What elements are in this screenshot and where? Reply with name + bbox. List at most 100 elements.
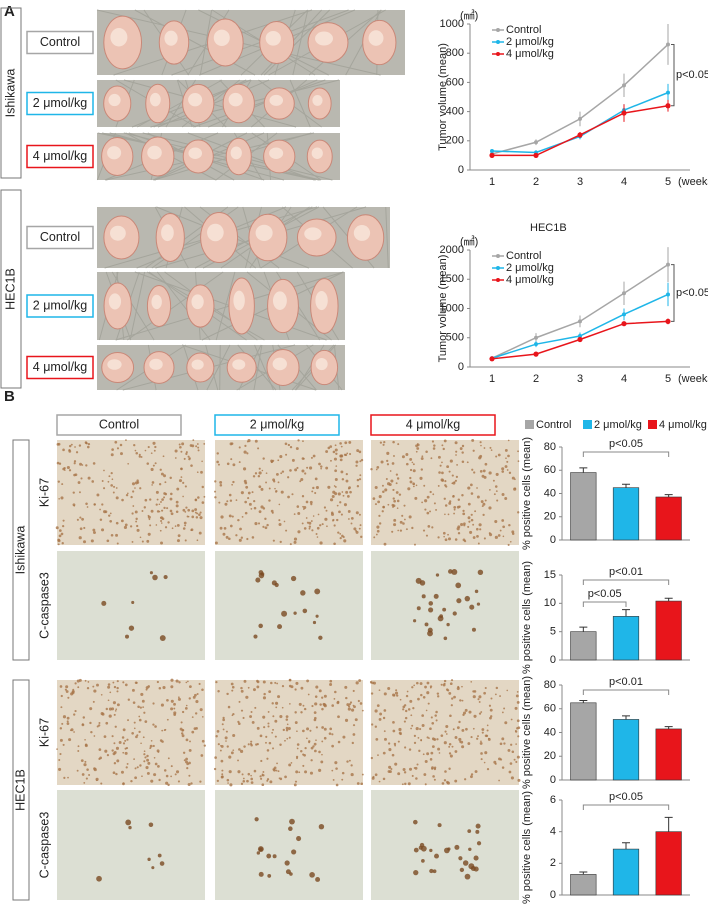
y-tick-label: 15 [544,569,556,581]
stain-dot [461,460,465,463]
y-tick-label: 60 [544,464,556,476]
stain-dot [230,458,233,461]
stain-dot [507,454,510,458]
stain-dot [446,465,450,469]
stain-dot [60,694,63,698]
y-tick-label: 2000 [440,244,464,256]
stain-dot [130,495,133,499]
stain-dot [480,500,484,504]
stain-dot [300,477,304,482]
stain-dot [230,682,234,686]
stain-dot [160,516,164,520]
stain-dot [156,749,160,753]
stain-dot [455,454,457,456]
stain-dot [393,742,397,746]
stain-dot [199,780,202,783]
stain-dot [334,478,338,482]
stain-dot [382,505,385,509]
stain-dot [395,482,398,485]
x-tick-label: 3 [577,176,583,188]
stain-dot [346,703,350,707]
stain-dot [328,732,332,735]
stain-dot [432,447,436,450]
stain-dot [124,683,128,687]
stain-dot [140,692,144,697]
y-tick-label: 80 [544,679,556,691]
stain-dot [431,526,434,529]
stain-dot [99,756,102,760]
stain-dot [120,770,124,774]
stain-dot [344,453,348,457]
stain-dot [316,536,319,538]
stain-dot [138,715,141,718]
stain-dot [220,744,224,748]
y-tick-label: 80 [544,441,556,453]
stain-dot [144,756,147,759]
stain-dot [309,500,313,504]
stain-dot [135,520,138,523]
stain-dot [507,439,510,442]
stain-dot [181,734,185,738]
column-header-box [214,414,340,436]
stain-dot [454,441,458,445]
stain-dot [401,783,404,786]
stain-dot [246,537,249,541]
stain-dot [145,765,149,770]
tumor-highlight [269,94,284,106]
stain-dot [180,467,183,471]
point [534,140,538,145]
stain-dot [275,701,279,705]
stain-dot [487,738,491,741]
stain-dot [517,511,520,514]
stain-dot [452,728,455,731]
stain-dot [434,714,437,717]
stain-dot [185,681,188,684]
tumor-highlight [312,94,323,106]
legend-label: 4 μmol/kg [659,419,707,431]
stain-dot [334,448,338,452]
stain-dot [196,443,199,445]
stain-dot [509,540,512,543]
stain-dot [470,513,473,516]
y-tick-label: 0 [458,361,464,373]
stain-dot [443,535,445,538]
stain-dot [150,509,154,513]
stain-dot [337,492,341,496]
stain-dot [309,771,314,775]
stain-dot [112,491,115,494]
stain-dot [155,490,159,494]
stain-dot [498,779,500,782]
stain-dot [387,742,391,745]
stain-dot [156,510,160,513]
stain-dot [350,773,354,777]
stain-dot [262,457,265,460]
stain-dot [344,441,348,445]
stain-dot [418,749,421,753]
stain-dot [265,741,267,744]
stain-dot [112,701,116,705]
legend-marker [496,28,500,32]
stain-dot [158,687,162,690]
photo-texture [254,344,274,391]
stain-dot [271,731,274,734]
stain-dot [302,457,305,460]
stain-dot [475,823,481,829]
stain-dot [383,542,387,546]
stain-dot [339,458,343,462]
stain-dot [186,767,189,770]
stain-dot [187,508,191,512]
stain-dot [454,538,458,541]
stain-dot [88,773,91,776]
stain-dot [413,684,415,687]
stain-dot [214,490,217,493]
stain-dot [446,622,450,627]
stain-dot [60,496,64,500]
stain-dot [516,691,519,693]
stain-dot [174,525,177,527]
stain-dot [415,726,419,731]
stain-dot [424,760,428,764]
stain-dot [96,493,100,497]
stain-dot [456,464,458,466]
x-tick-label: 5 [665,373,671,385]
stain-dot [81,517,84,521]
